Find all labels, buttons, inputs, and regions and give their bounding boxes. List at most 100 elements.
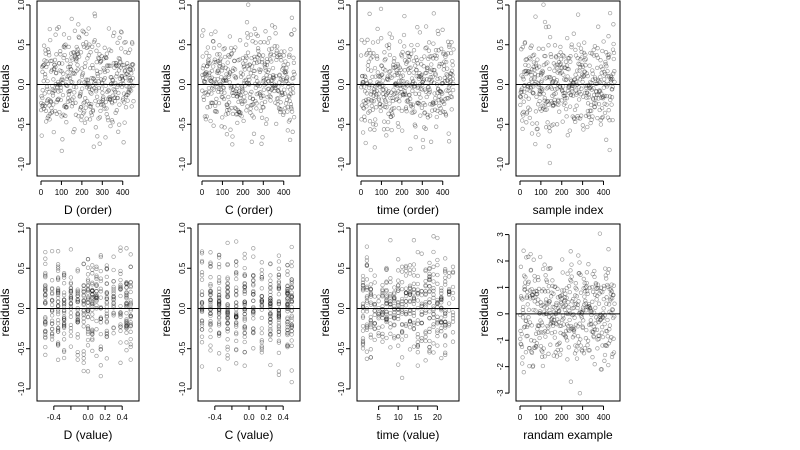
data-point — [43, 74, 48, 80]
data-point — [43, 282, 48, 288]
data-point — [215, 76, 220, 82]
data-point — [568, 92, 574, 98]
data-point — [247, 77, 252, 82]
data-point — [81, 293, 86, 299]
data-point — [201, 97, 207, 102]
data-point — [119, 84, 125, 90]
data-point — [586, 262, 591, 267]
data-point — [366, 97, 371, 102]
data-point — [208, 298, 213, 303]
data-point — [576, 42, 581, 47]
data-point — [378, 73, 383, 79]
data-point — [611, 22, 616, 27]
data-point — [360, 305, 366, 310]
data-point — [230, 134, 235, 139]
data-point — [239, 114, 244, 119]
data-point — [242, 265, 247, 271]
data-point — [216, 315, 222, 321]
data-point — [559, 296, 564, 301]
data-point — [214, 109, 219, 114]
data-point — [94, 94, 100, 99]
data-point — [222, 46, 227, 51]
data-point — [599, 70, 604, 76]
data-point — [548, 85, 554, 90]
data-point — [85, 257, 91, 262]
data-point — [249, 103, 254, 108]
data-point — [226, 100, 232, 105]
data-point — [432, 67, 437, 73]
data-point — [268, 300, 273, 306]
x-tick-label: 20 — [433, 413, 442, 422]
data-point — [213, 100, 218, 105]
x-tick-label: -0.4 — [208, 413, 222, 422]
data-point — [403, 106, 408, 112]
data-point — [208, 311, 213, 316]
data-point — [118, 59, 123, 64]
data-point — [443, 320, 448, 325]
data-point — [251, 309, 256, 314]
data-point — [259, 315, 264, 321]
data-point — [111, 331, 116, 336]
data-point — [443, 323, 448, 328]
data-point — [420, 137, 426, 143]
data-point — [130, 41, 135, 46]
data-point — [208, 260, 213, 265]
data-point — [572, 107, 578, 113]
data-point — [81, 319, 86, 324]
data-point — [423, 334, 428, 339]
data-point — [216, 311, 222, 316]
data-point — [544, 107, 549, 112]
data-point — [220, 63, 226, 68]
data-point — [569, 42, 574, 47]
data-point — [568, 379, 574, 384]
data-point — [98, 373, 103, 379]
data-point — [450, 290, 456, 296]
data-point — [49, 313, 55, 318]
data-point — [530, 364, 535, 369]
data-point — [378, 6, 384, 12]
data-point — [519, 73, 524, 78]
data-point — [541, 2, 546, 7]
data-point — [278, 107, 284, 112]
data-point — [43, 283, 48, 289]
data-point — [437, 94, 442, 99]
data-point — [542, 262, 547, 267]
data-point — [369, 68, 374, 73]
data-point — [226, 74, 232, 79]
data-point — [242, 286, 247, 291]
data-point — [43, 295, 48, 300]
x-tick-label: 100 — [55, 188, 69, 197]
data-point — [548, 342, 553, 347]
data-point — [289, 299, 294, 305]
data-point — [568, 268, 573, 273]
data-point — [246, 67, 252, 72]
data-point — [268, 298, 273, 303]
data-point — [282, 49, 287, 54]
data-point — [199, 307, 205, 312]
data-point — [569, 274, 574, 279]
data-point — [376, 314, 381, 319]
data-point — [585, 304, 590, 309]
data-point — [599, 95, 604, 101]
data-point — [75, 293, 80, 299]
data-point — [225, 261, 230, 267]
data-point — [439, 61, 444, 67]
data-point — [593, 96, 599, 101]
data-point — [592, 100, 597, 106]
data-point — [541, 287, 546, 292]
data-point — [554, 78, 560, 83]
data-point — [584, 95, 589, 100]
data-point — [290, 90, 296, 96]
data-point — [399, 280, 405, 285]
data-point — [94, 298, 99, 304]
data-point — [407, 83, 413, 88]
data-point — [440, 81, 446, 86]
x-tick-label: 0 — [518, 413, 523, 422]
data-point — [97, 99, 102, 104]
data-point — [407, 286, 413, 291]
y-tick-label: -1.0 — [17, 381, 26, 395]
data-point — [253, 81, 258, 87]
data-point — [82, 99, 87, 105]
data-point — [407, 290, 413, 296]
data-point — [551, 103, 556, 108]
